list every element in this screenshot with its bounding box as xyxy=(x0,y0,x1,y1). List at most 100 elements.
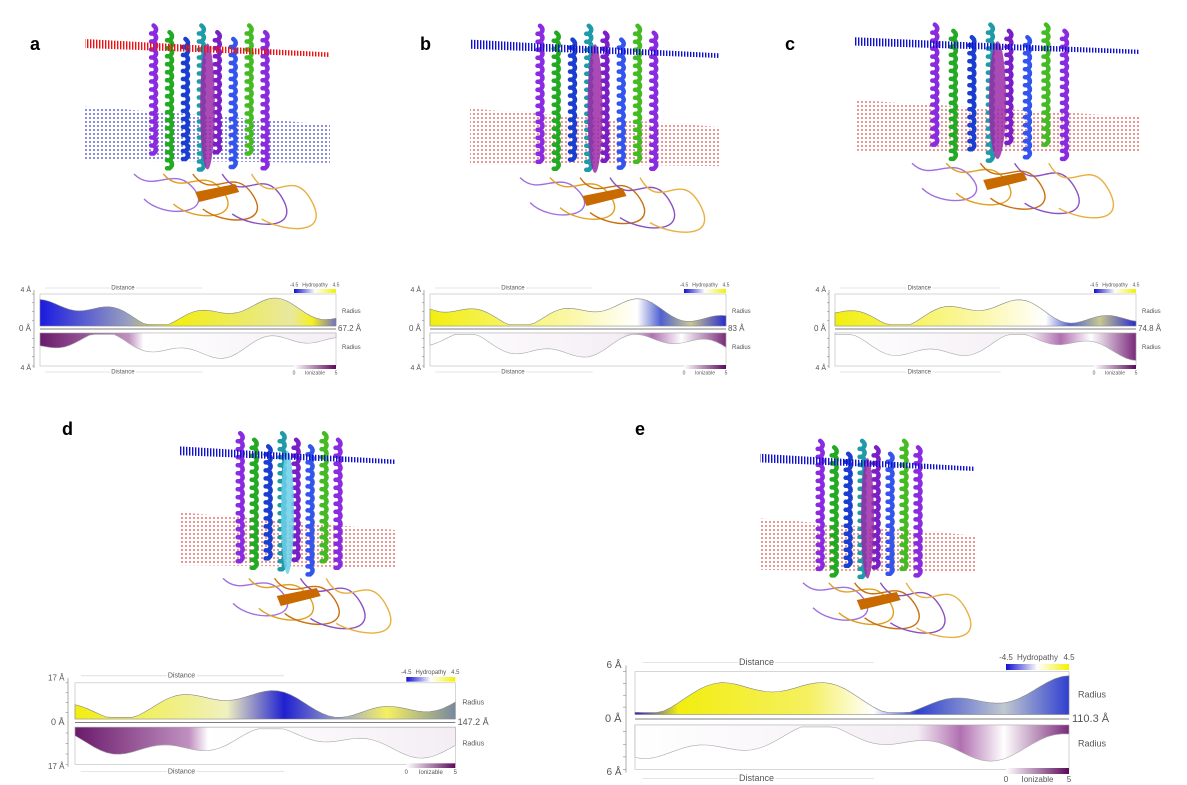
legend-title: Hydropathy xyxy=(1017,653,1058,662)
radius-label: Radius xyxy=(1078,739,1107,749)
panel-label: b xyxy=(420,34,431,54)
panel: 4 Å0 Å4 Å83 ÅDistanceDistanceRadiusRadiu… xyxy=(409,26,751,377)
radius-label: Radius xyxy=(462,700,484,707)
loop xyxy=(912,163,977,200)
ionizable-profile xyxy=(835,333,1136,361)
legend-min: -4.5 xyxy=(1090,282,1099,288)
figure: 4 Å0 Å4 Å67.2 ÅDistanceDistanceRadiusRad… xyxy=(0,0,1187,785)
beta-sheet xyxy=(983,172,1027,190)
pore xyxy=(989,41,1006,159)
hydropathy-legend xyxy=(294,289,336,293)
radius-label: Radius xyxy=(342,345,361,351)
ionizable-legend xyxy=(406,763,455,768)
radius-profile xyxy=(40,298,336,326)
panel-label: d xyxy=(62,419,73,439)
panel-label: c xyxy=(785,34,795,54)
legend-title: Hydropathy xyxy=(692,282,718,288)
helix xyxy=(969,37,974,149)
distance-label: Distance xyxy=(908,286,932,292)
hydropathy-legend xyxy=(684,289,726,293)
radius-profile xyxy=(75,691,455,719)
legend-max: 5 xyxy=(1067,775,1072,784)
legend-title: Hydropathy xyxy=(302,282,328,288)
loop xyxy=(520,178,585,215)
legend-title: Ionizable xyxy=(1021,775,1054,784)
distance-label: Distance xyxy=(739,773,774,783)
radius-label: Radius xyxy=(342,309,361,315)
helix xyxy=(570,40,575,160)
ionizable-legend xyxy=(1006,768,1069,774)
radius-profile xyxy=(430,299,726,326)
distance-label: Distance xyxy=(908,370,932,376)
pore xyxy=(861,458,874,578)
zero-label: 0 Å xyxy=(814,324,827,333)
panel: 4 Å0 Å4 Å74.8 ÅDistanceDistanceRadiusRad… xyxy=(785,25,1162,377)
legend-title: Ionizable xyxy=(1105,370,1125,376)
legend-title: Ionizable xyxy=(419,770,444,776)
radius-profile xyxy=(835,300,1136,326)
beta-sheet xyxy=(583,188,627,206)
helix xyxy=(1025,37,1030,157)
hydropathy-legend xyxy=(1006,664,1069,670)
ionizable-legend xyxy=(684,365,726,369)
radius-scale-label: 6 Å xyxy=(606,658,621,671)
legend-max: 4.5 xyxy=(723,282,730,288)
legend-max: 4.5 xyxy=(451,670,460,676)
panel: 4 Å0 Å4 Å67.2 ÅDistanceDistanceRadiusRad… xyxy=(19,26,362,377)
radius-scale-label: 17 Å xyxy=(48,673,65,682)
radius-label: Radius xyxy=(732,345,751,351)
ionizable-profile xyxy=(635,725,1069,761)
legend-min: -4.5 xyxy=(680,282,689,288)
legend-min: -4.5 xyxy=(999,653,1013,662)
radius-scale-label: 6 Å xyxy=(606,765,621,778)
legend-min: 0 xyxy=(683,370,686,376)
pore xyxy=(588,44,603,173)
radius-scale-label: 4 Å xyxy=(410,285,421,294)
legend-max: 4.5 xyxy=(1063,653,1075,662)
hydropathy-legend xyxy=(1094,289,1136,293)
legend-title: Hydropathy xyxy=(415,670,446,676)
length-label: 83 Å xyxy=(728,324,745,333)
loop xyxy=(1015,163,1080,213)
ionizable-profile xyxy=(430,333,726,357)
radius-label: Radius xyxy=(1078,690,1107,700)
helix xyxy=(183,39,188,159)
radius-label: Radius xyxy=(1142,309,1161,315)
ionizable-legend xyxy=(294,365,336,369)
length-label: 110.3 Å xyxy=(1072,712,1110,725)
radius-scale-label: 4 Å xyxy=(815,285,826,294)
distance-label: Distance xyxy=(501,370,525,376)
panel: 17 Å0 Å17 Å147.2 ÅDistanceDistanceRadius… xyxy=(48,419,489,776)
helix xyxy=(846,454,851,566)
zero-label: 0 Å xyxy=(409,324,422,333)
page: {"panels": [ {"label": "a", "profile": {… xyxy=(0,0,1187,785)
legend-max: 4.5 xyxy=(1133,282,1140,288)
radius-label: Radius xyxy=(462,740,484,747)
legend-title: Hydropathy xyxy=(1102,282,1128,288)
pore xyxy=(200,44,215,170)
legend-min: 0 xyxy=(1093,370,1096,376)
radius-profile xyxy=(635,676,1069,715)
radius-label: Radius xyxy=(1142,345,1161,351)
legend-min: 0 xyxy=(1004,775,1009,784)
legend-max: 5 xyxy=(335,370,338,376)
radius-scale-label: 17 Å xyxy=(48,762,65,771)
legend-title: Ionizable xyxy=(305,370,325,376)
radius-scale-label: 4 Å xyxy=(20,363,31,372)
distance-label: Distance xyxy=(501,286,525,292)
legend-max: 5 xyxy=(1135,370,1138,376)
ionizable-profile xyxy=(40,333,336,358)
beta-sheet xyxy=(277,588,321,606)
distance-label: Distance xyxy=(168,768,195,775)
radius-scale-label: 4 Å xyxy=(410,363,421,372)
panel: 6 Å0 Å6 Å110.3 ÅDistanceDistanceRadiusRa… xyxy=(605,419,1110,784)
ionizable-legend xyxy=(1094,365,1136,369)
helix xyxy=(888,454,893,574)
loop xyxy=(906,583,971,638)
distance-label: Distance xyxy=(739,657,774,667)
legend-title: Ionizable xyxy=(695,370,715,376)
legend-max: 5 xyxy=(454,770,458,776)
helix xyxy=(1043,25,1048,145)
distance-label: Distance xyxy=(111,370,135,376)
legend-max: 4.5 xyxy=(333,282,340,288)
